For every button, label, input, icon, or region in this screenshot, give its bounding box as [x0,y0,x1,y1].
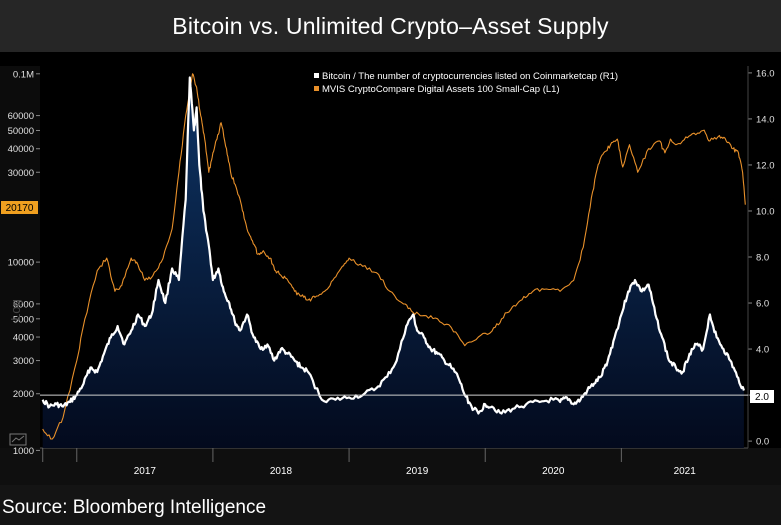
y-right-tick-label: 16.0 [756,68,775,79]
y-left-tick-label: 40000 [8,144,34,155]
last-value-left-badge [1,201,38,214]
legend-swatch-bitcoin [314,73,319,78]
last-value-right: 2.0 [755,392,769,403]
x-tick-label: 2017 [134,466,157,477]
y-right-tick-label: 8.0 [756,253,769,264]
chart-area: 2017 2018 2019 2020 2021 1000 2000 3000 4000 500… [0,52,781,485]
legend: Bitcoin / The number of cryptocurrencies… [314,71,618,95]
y-left-tick-label: 4000 [13,333,34,344]
y-left-tick-label: 6000 [13,299,34,310]
y-right-tick-label: 6.0 [756,299,769,310]
legend-entry-bitcoin: Bitcoin / The number of cryptocurrencies… [322,71,618,82]
y-left-tick-label: 2000 [13,389,34,400]
y-right-tick-label: 12.0 [756,160,775,171]
x-tick-label: 2020 [542,466,565,477]
y-left-tick-label: 1000 [13,446,34,457]
y-left-tick-label: 0.1M [13,69,34,80]
y-left-tick-label: 3000 [13,356,34,367]
legend-entry-mvis: MVIS CryptoCompare Digital Assets 100 Sm… [322,84,560,95]
mvis-line [42,73,746,440]
source-note: Source: Bloomberg Intelligence [2,497,267,518]
last-value-left: 20170 [6,203,34,214]
x-tick-label: 2021 [674,466,697,477]
y-right-tick-label: 14.0 [756,114,775,125]
last-value-right-badge [750,390,774,403]
y-right-tick-label: 10.0 [756,206,775,217]
y-left-tick-label: 5000 [13,314,34,325]
left-axis-panel [0,66,40,448]
y-right-tick-label: 4.0 [756,345,769,356]
chart-type-icon[interactable] [9,433,27,446]
y-left-tick-label: 60000 [8,111,34,122]
x-axis-band [0,448,781,485]
y-right-tick-label: 0.0 [756,437,769,448]
x-tick-label: 2019 [406,466,429,477]
y-left-tick-label: 30000 [8,168,34,179]
chart-title: Bitcoin vs. Unlimited Crypto–Asset Suppl… [172,12,609,39]
bitcoin-area [42,77,744,448]
y-left-label: Log [8,299,23,321]
title-bar: Bitcoin vs. Unlimited Crypto–Asset Suppl… [0,0,781,52]
y-left-tick-label: 50000 [8,126,34,137]
x-tick-label: 2018 [270,466,293,477]
y-left-tick-label: 10000 [8,258,34,269]
legend-swatch-mvis [314,86,319,91]
bitcoin-line [41,76,745,415]
chart-svg: 2017 2018 2019 2020 2021 1000 2000 3000 4000 500… [0,66,781,485]
